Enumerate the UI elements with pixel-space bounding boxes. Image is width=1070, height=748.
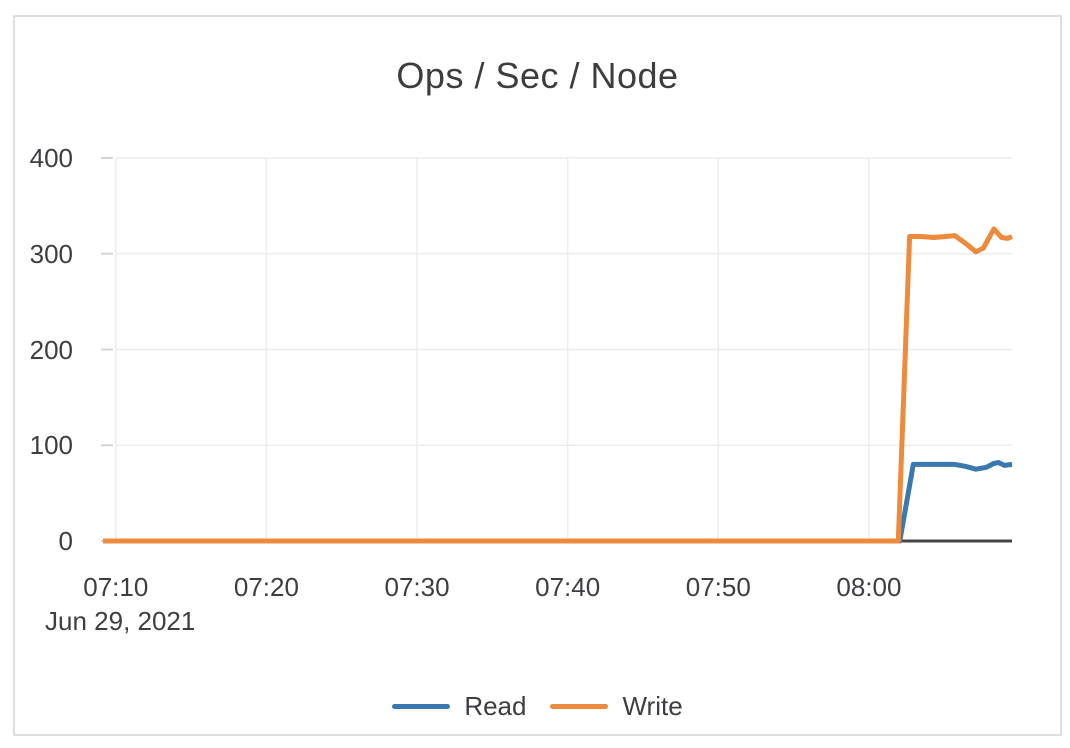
- legend-label-write: Write: [622, 691, 683, 721]
- legend-item-read[interactable]: Read: [392, 691, 526, 722]
- x-axis-label: 07:10: [83, 572, 149, 602]
- y-axis-label: 300: [29, 238, 73, 269]
- legend-swatch-read: [392, 704, 451, 709]
- chart-legend: Read Write: [13, 691, 1062, 722]
- line-chart-plot: [101, 157, 1013, 544]
- x-axis-label: 07:20: [233, 572, 299, 602]
- x-axis-label: 07:50: [685, 572, 751, 602]
- x-axis-label: 08:00: [836, 572, 902, 602]
- series-line-write: [103, 226, 1013, 544]
- y-axis-label: 200: [29, 334, 73, 365]
- legend-label-read: Read: [464, 691, 527, 721]
- y-axis-label: 0: [58, 526, 73, 556]
- x-axis-label: 07:30: [384, 572, 450, 602]
- series-line-read: [103, 460, 1013, 544]
- legend-item-write[interactable]: Write: [550, 691, 683, 722]
- legend-swatch-write: [550, 704, 609, 709]
- y-axis-label: 400: [29, 143, 73, 173]
- chart-card: Ops / Sec / Node 0 100 200 300 400 07:10 07:2…: [13, 15, 1062, 736]
- x-axis-label: 07:40: [535, 572, 601, 602]
- y-axis-label: 100: [29, 430, 73, 461]
- chart-title: Ops / Sec / Node: [396, 55, 679, 96]
- x-axis-date-label: Jun 29, 2021: [45, 606, 196, 636]
